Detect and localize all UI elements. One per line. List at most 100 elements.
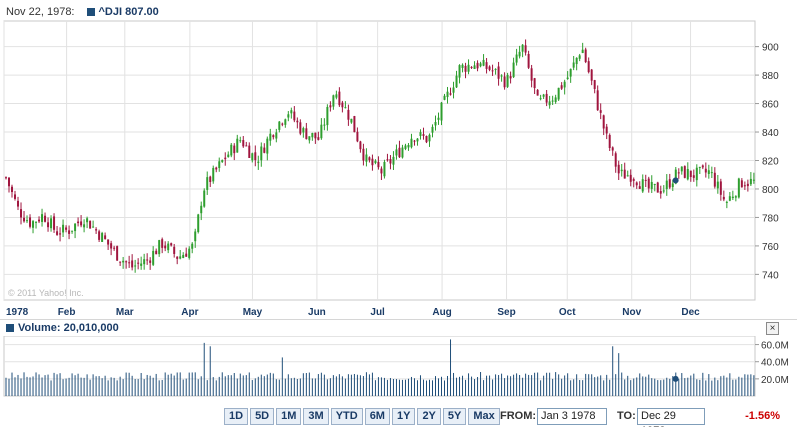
candle-body (233, 145, 236, 154)
header-date: Nov 22, 1978: (6, 6, 75, 18)
candle-body (614, 153, 617, 167)
candle-body (302, 128, 305, 133)
candle-body (533, 78, 536, 89)
candle-body (398, 147, 401, 158)
candle-body (5, 177, 7, 179)
candle-body (275, 132, 278, 139)
candle-body (581, 49, 584, 54)
from-date-input[interactable]: Jan 3 1978 (537, 408, 607, 425)
candle-body (590, 69, 593, 81)
range-button-5y[interactable]: 5Y (442, 408, 467, 425)
candle-body (443, 95, 446, 100)
candle-body (536, 89, 539, 96)
close-icon[interactable]: × (766, 322, 779, 335)
range-button-1m[interactable]: 1M (276, 408, 302, 425)
candle-body (161, 239, 164, 248)
candle-body (611, 147, 614, 151)
candle-body (431, 126, 434, 133)
range-button-1y[interactable]: 1Y (391, 408, 416, 425)
candle-body (467, 64, 470, 72)
candle-body (527, 53, 530, 68)
candle-body (50, 218, 53, 229)
candle-body (482, 59, 485, 66)
candle-body (746, 183, 749, 187)
candle-body (260, 146, 263, 161)
candle-body (332, 95, 335, 107)
candle-body (137, 262, 140, 264)
candle-body (551, 100, 554, 102)
candle-body (500, 75, 503, 77)
candle-body (71, 230, 74, 232)
candle-body (125, 261, 128, 263)
candle-body (212, 167, 215, 182)
candle-body (53, 216, 56, 230)
x-tick-label: Apr (181, 307, 198, 318)
candle-body (494, 68, 497, 70)
candle-body (86, 218, 89, 223)
candle-body (407, 144, 410, 148)
candle-body (149, 260, 152, 263)
candle-body (65, 227, 68, 230)
y-tick-label: 880 (762, 71, 779, 82)
candle-body (23, 217, 26, 222)
candle-body (107, 239, 110, 245)
candle-body (560, 85, 563, 89)
to-date-input[interactable]: Dec 29 1978 (637, 408, 705, 427)
range-button-6m[interactable]: 6M (364, 408, 390, 425)
range-button-ytd[interactable]: YTD (330, 408, 363, 425)
candle-body (38, 219, 41, 222)
candle-body (428, 134, 431, 142)
x-tick-label: Oct (559, 307, 576, 318)
volume-y-tick-label: 20.0M (761, 375, 789, 386)
from-label: FROM: (500, 410, 537, 422)
candle-body (584, 49, 587, 63)
candle-body (254, 152, 257, 161)
candle-body (44, 215, 47, 222)
candle-body (218, 161, 221, 169)
range-button-5d[interactable]: 5D (250, 408, 275, 425)
candle-body (335, 94, 338, 98)
candle-body (578, 55, 581, 59)
candle-body (14, 194, 17, 199)
y-tick-label: 900 (762, 43, 779, 54)
candle-body (116, 246, 119, 261)
candle-body (440, 102, 443, 121)
candle-body (548, 101, 551, 106)
candle-body (356, 131, 359, 142)
candle-body (473, 65, 476, 70)
candle-body (608, 135, 611, 148)
y-tick-label: 820 (762, 157, 779, 168)
range-button-1d[interactable]: 1D (224, 408, 249, 425)
candle-body (677, 172, 680, 174)
candle-body (689, 170, 692, 177)
candle-body (479, 63, 482, 67)
candle-body (557, 87, 560, 100)
candle-body (539, 98, 542, 100)
candle-body (365, 154, 368, 162)
candle-body (632, 179, 635, 181)
candle-body (659, 191, 662, 194)
candle-body (122, 260, 125, 263)
candle-body (563, 81, 566, 88)
candle-body (518, 51, 521, 57)
candle-body (176, 256, 179, 259)
candle-body (20, 209, 23, 218)
candle-body (530, 68, 533, 81)
range-button-2y[interactable]: 2Y (417, 408, 441, 425)
range-toolbar: 1D 5D 1M 3M YTD 6M 1Y 2Y 5Y Max FROM: Jan 3 1978 … (0, 406, 797, 427)
candle-body (713, 172, 716, 187)
candle-body (203, 190, 206, 207)
x-tick-label: Sep (497, 307, 515, 318)
x-tick-label: May (243, 307, 263, 318)
candle-body (698, 166, 701, 168)
candle-body (143, 259, 146, 265)
candle-body (224, 157, 227, 160)
candle-body (542, 94, 545, 97)
candle-body (74, 223, 77, 232)
candle-body (470, 66, 473, 68)
candle-body (545, 93, 548, 103)
candle-body (425, 136, 428, 143)
range-button-3m[interactable]: 3M (303, 408, 329, 425)
candle-body (725, 201, 728, 203)
range-button-max[interactable]: Max (468, 408, 500, 425)
